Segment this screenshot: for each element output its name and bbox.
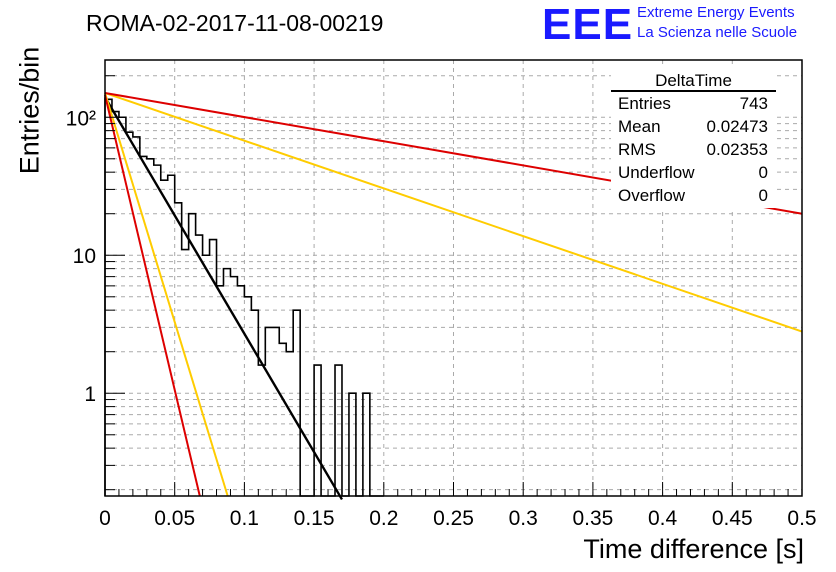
fit-line bbox=[104, 92, 229, 497]
x-tick-label: 0.05 bbox=[154, 507, 195, 530]
logo-subtitle-line2: La Scienza nelle Scuole bbox=[637, 24, 798, 41]
stats-box: DeltaTime Entries 743 Mean 0.02473 RMS 0… bbox=[611, 68, 776, 208]
x-tick-label: 0.1 bbox=[230, 507, 259, 530]
x-tick-label: 0.25 bbox=[433, 507, 474, 530]
stats-label-overflow: Overflow bbox=[618, 186, 686, 205]
x-tick-label: 0.5 bbox=[787, 507, 816, 530]
stats-label-rms: RMS bbox=[618, 140, 656, 159]
stats-title: DeltaTime bbox=[655, 71, 732, 90]
x-tick-label: 0.4 bbox=[648, 507, 678, 530]
x-tick-label: 0.15 bbox=[294, 507, 335, 530]
fit-line bbox=[103, 96, 344, 501]
eee-logo: EEE bbox=[542, 0, 634, 49]
fit-line bbox=[104, 92, 803, 333]
grid-lines bbox=[105, 60, 802, 496]
x-tick-label: 0.2 bbox=[369, 507, 398, 530]
x-tick-label: 0 bbox=[99, 507, 111, 530]
x-tick-label: 0.45 bbox=[712, 507, 753, 530]
chart-title: ROMA-02-2017-11-08-00219 bbox=[86, 10, 384, 36]
tick-labels: 0 0.05 0.1 0.15 0.2 0.25 0.3 0.35 0.4 0.45 0.5 1 10 1… bbox=[66, 107, 817, 530]
stats-label-mean: Mean bbox=[618, 117, 661, 136]
stats-divider bbox=[611, 90, 776, 92]
histogram-outline bbox=[104, 98, 384, 497]
stats-value-mean: 0.02473 bbox=[706, 117, 768, 136]
x-tick-label: 0.35 bbox=[572, 507, 613, 530]
histogram bbox=[104, 98, 384, 497]
stats-label-entries: Entries bbox=[618, 94, 671, 113]
x-tick-label: 0.3 bbox=[509, 507, 538, 530]
y-tick-label: 1 bbox=[84, 383, 96, 406]
stats-value-entries: 743 bbox=[739, 94, 768, 113]
stats-label-underflow: Underflow bbox=[618, 163, 695, 182]
y-axis-label: Entries/bin bbox=[14, 46, 45, 175]
y-tick-label: 10² bbox=[66, 107, 96, 130]
stats-value-underflow: 0 bbox=[758, 163, 768, 182]
fit-line bbox=[104, 94, 201, 497]
logo-subtitle-line1: Extreme Energy Events bbox=[637, 4, 795, 21]
stats-value-overflow: 0 bbox=[758, 186, 768, 205]
x-axis-label: Time difference [s] bbox=[583, 534, 804, 564]
y-tick-label: 10 bbox=[73, 245, 96, 268]
stats-value-rms: 0.02353 bbox=[706, 140, 768, 159]
axis-ticks bbox=[104, 75, 803, 496]
